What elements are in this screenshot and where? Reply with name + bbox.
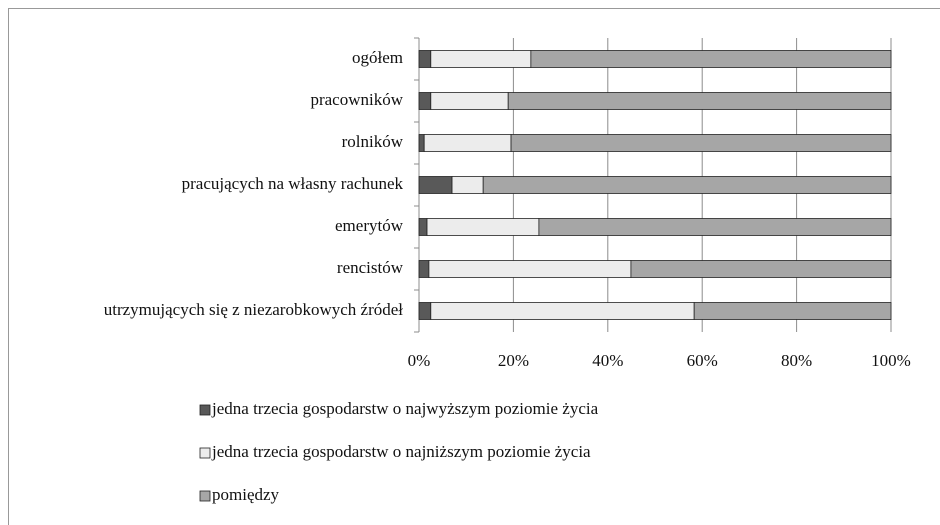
bar-segment <box>693 302 892 320</box>
x-tick-label: 80% <box>781 351 812 370</box>
bar-segment <box>418 302 432 320</box>
chart-frame <box>8 8 940 525</box>
bar-segment <box>430 92 509 110</box>
bar-segment <box>430 50 532 68</box>
legend-label: jedna trzecia gospodarstw o najwyższym p… <box>211 399 599 418</box>
bar-segment <box>418 218 428 236</box>
bar-segment <box>538 218 892 236</box>
y-tick-label: utrzymujących się z niezarobkowych źróde… <box>104 300 404 319</box>
x-tick-label: 0% <box>408 351 431 370</box>
bar-segment <box>418 50 432 68</box>
bar-segment <box>426 218 540 236</box>
bar-segment <box>418 176 453 194</box>
y-tick-label: pracujących na własny rachunek <box>182 174 404 193</box>
y-tick-label: emerytów <box>335 216 404 235</box>
bar-segment <box>482 176 892 194</box>
y-tick-label: rencistów <box>337 258 404 277</box>
bar-segment <box>428 260 632 278</box>
legend-swatch <box>199 404 211 416</box>
bar-segment <box>418 92 432 110</box>
bar-segment <box>418 134 425 152</box>
x-tick-label: 100% <box>871 351 911 370</box>
bar-segment <box>510 134 892 152</box>
legend-label: pomiędzy <box>212 485 280 504</box>
x-tick-label: 40% <box>592 351 623 370</box>
bar-segment <box>451 176 484 194</box>
bar-segment <box>430 302 695 320</box>
bar-segment <box>630 260 892 278</box>
legend-swatch <box>199 490 211 502</box>
y-tick-label: ogółem <box>352 48 403 67</box>
x-tick-label: 60% <box>687 351 718 370</box>
y-tick-label: pracowników <box>310 90 403 109</box>
legend-swatch <box>199 447 211 459</box>
bar-segment <box>507 92 892 110</box>
bar-segment <box>418 260 430 278</box>
legend-label: jedna trzecia gospodarstw o najniższym p… <box>211 442 591 461</box>
x-tick-label: 20% <box>498 351 529 370</box>
y-tick-label: rolników <box>342 132 404 151</box>
bar-segment <box>530 50 892 68</box>
bar-segment <box>423 134 512 152</box>
